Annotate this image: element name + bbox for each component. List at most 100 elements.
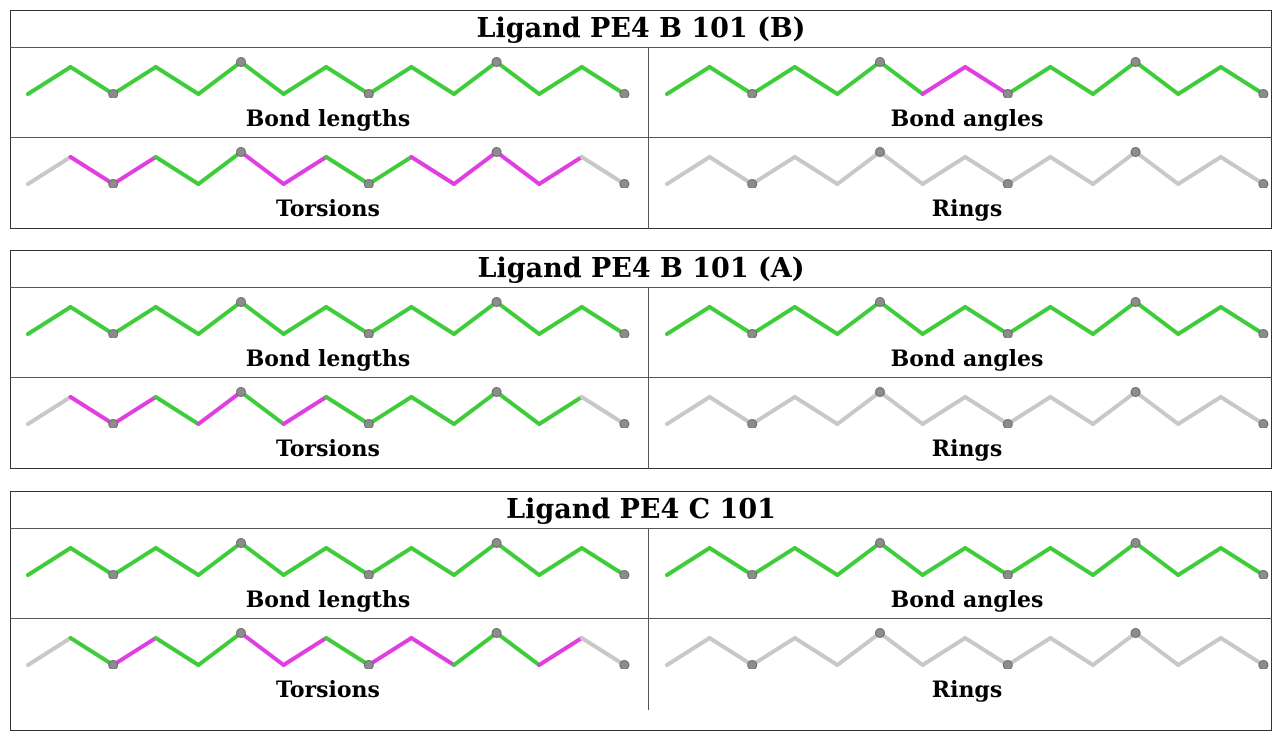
oxygen-atom: [1002, 179, 1013, 188]
bond-outlier: [281, 155, 329, 186]
bond-ok: [878, 60, 925, 96]
oxygen-atom: [491, 57, 502, 67]
bond-ok: [68, 305, 116, 336]
molecule-diagram: [10, 48, 636, 98]
bond-ok: [366, 155, 414, 186]
rings-cell: Rings: [649, 619, 1275, 709]
oxygen-atom: [619, 329, 630, 338]
bond-neutral: [1133, 631, 1181, 667]
bond-ok: [1091, 60, 1138, 96]
oxygen-atom: [363, 179, 374, 188]
bond-neutral: [1133, 150, 1181, 186]
divider: [648, 287, 649, 469]
bond-neutral: [792, 155, 840, 186]
oxygen-atom: [747, 419, 758, 428]
bond-ok: [324, 155, 371, 186]
bond-neutral: [579, 395, 627, 426]
bond-ok: [1091, 300, 1138, 336]
molecule-svg: [26, 297, 630, 338]
oxygen-atom: [1258, 329, 1269, 338]
bond-ok: [196, 541, 243, 577]
bond-ok: [878, 300, 925, 336]
bond-ok: [963, 305, 1010, 336]
oxygen-atom: [363, 89, 374, 98]
bond-neutral: [1048, 395, 1095, 426]
torsions-cell: Torsions: [10, 619, 646, 709]
oxygen-atom: [619, 570, 630, 579]
bond-lengths-cell: Bond lengths: [10, 288, 646, 378]
bond-ok: [537, 546, 584, 577]
bond-neutral: [920, 636, 968, 667]
molecule-svg: [26, 147, 630, 188]
panel-frame: [10, 10, 1272, 229]
bond-ok: [494, 60, 542, 96]
oxygen-atom: [108, 89, 119, 98]
bond-ok: [196, 60, 243, 96]
oxygen-atom: [875, 387, 885, 397]
bond-neutral: [665, 155, 712, 186]
bond-ok: [366, 546, 414, 577]
bond-ok: [26, 305, 73, 336]
bond-neutral: [750, 395, 797, 426]
oxygen-atom: [1002, 419, 1013, 428]
bond-neutral: [665, 636, 712, 667]
bond-ok: [452, 631, 499, 667]
bond-ok: [239, 300, 286, 336]
molecule-svg: [26, 387, 630, 428]
panel-title: Ligand PE4 C 101: [506, 494, 776, 525]
bond-ok: [153, 155, 201, 186]
bond-ok: [1048, 65, 1095, 96]
bond-ok: [665, 65, 712, 96]
oxygen-atom: [363, 419, 374, 428]
bond-ok: [1133, 300, 1181, 336]
bond-ok: [665, 305, 712, 336]
oxygen-atom: [1002, 329, 1013, 338]
bond-ok: [494, 300, 542, 336]
bond-ok: [153, 636, 201, 667]
bond-ok: [665, 546, 712, 577]
oxygen-atom: [491, 387, 502, 397]
bond-ok: [324, 305, 371, 336]
bond-neutral: [878, 631, 925, 667]
bond-outlier: [281, 636, 329, 667]
molecule-diagram: [10, 529, 636, 579]
bond-ok: [750, 305, 797, 336]
molecule-svg: [26, 538, 630, 579]
oxygen-atom: [1130, 538, 1141, 548]
bond-ok: [68, 636, 116, 667]
bond-ok: [1218, 305, 1266, 336]
oxygen-atom: [1130, 628, 1141, 638]
oxygen-atom: [108, 179, 119, 188]
bond-neutral: [835, 150, 882, 186]
bond-ok: [153, 395, 201, 426]
bond-outlier: [963, 65, 1010, 96]
bond-neutral: [792, 395, 840, 426]
oxygen-atom: [236, 538, 246, 548]
cell-label: Torsions: [276, 196, 380, 222]
bond-ok: [792, 305, 840, 336]
bond-neutral: [707, 155, 755, 186]
oxygen-atom: [1130, 387, 1141, 397]
bond-ok: [920, 546, 968, 577]
bond-outlier: [920, 65, 968, 96]
molecule-svg: [665, 538, 1269, 579]
oxygen-atom: [875, 57, 885, 67]
bond-ok: [537, 305, 584, 336]
divider: [10, 528, 1272, 529]
bond-ok: [153, 65, 201, 96]
bond-ok: [111, 546, 158, 577]
bond-ok: [324, 65, 371, 96]
bond-neutral: [835, 631, 882, 667]
bond-ok: [707, 65, 755, 96]
bond-neutral: [1091, 631, 1138, 667]
oxygen-atom: [619, 419, 630, 428]
molecule-svg: [665, 628, 1269, 669]
oxygen-atom: [491, 147, 502, 157]
oxygen-atom: [491, 538, 502, 548]
oxygen-atom: [236, 147, 246, 157]
bond-outlier: [452, 150, 499, 186]
bond-outlier: [111, 155, 158, 186]
bond-outlier: [409, 155, 456, 186]
oxygen-atom: [747, 570, 758, 579]
bond-ok: [878, 541, 925, 577]
